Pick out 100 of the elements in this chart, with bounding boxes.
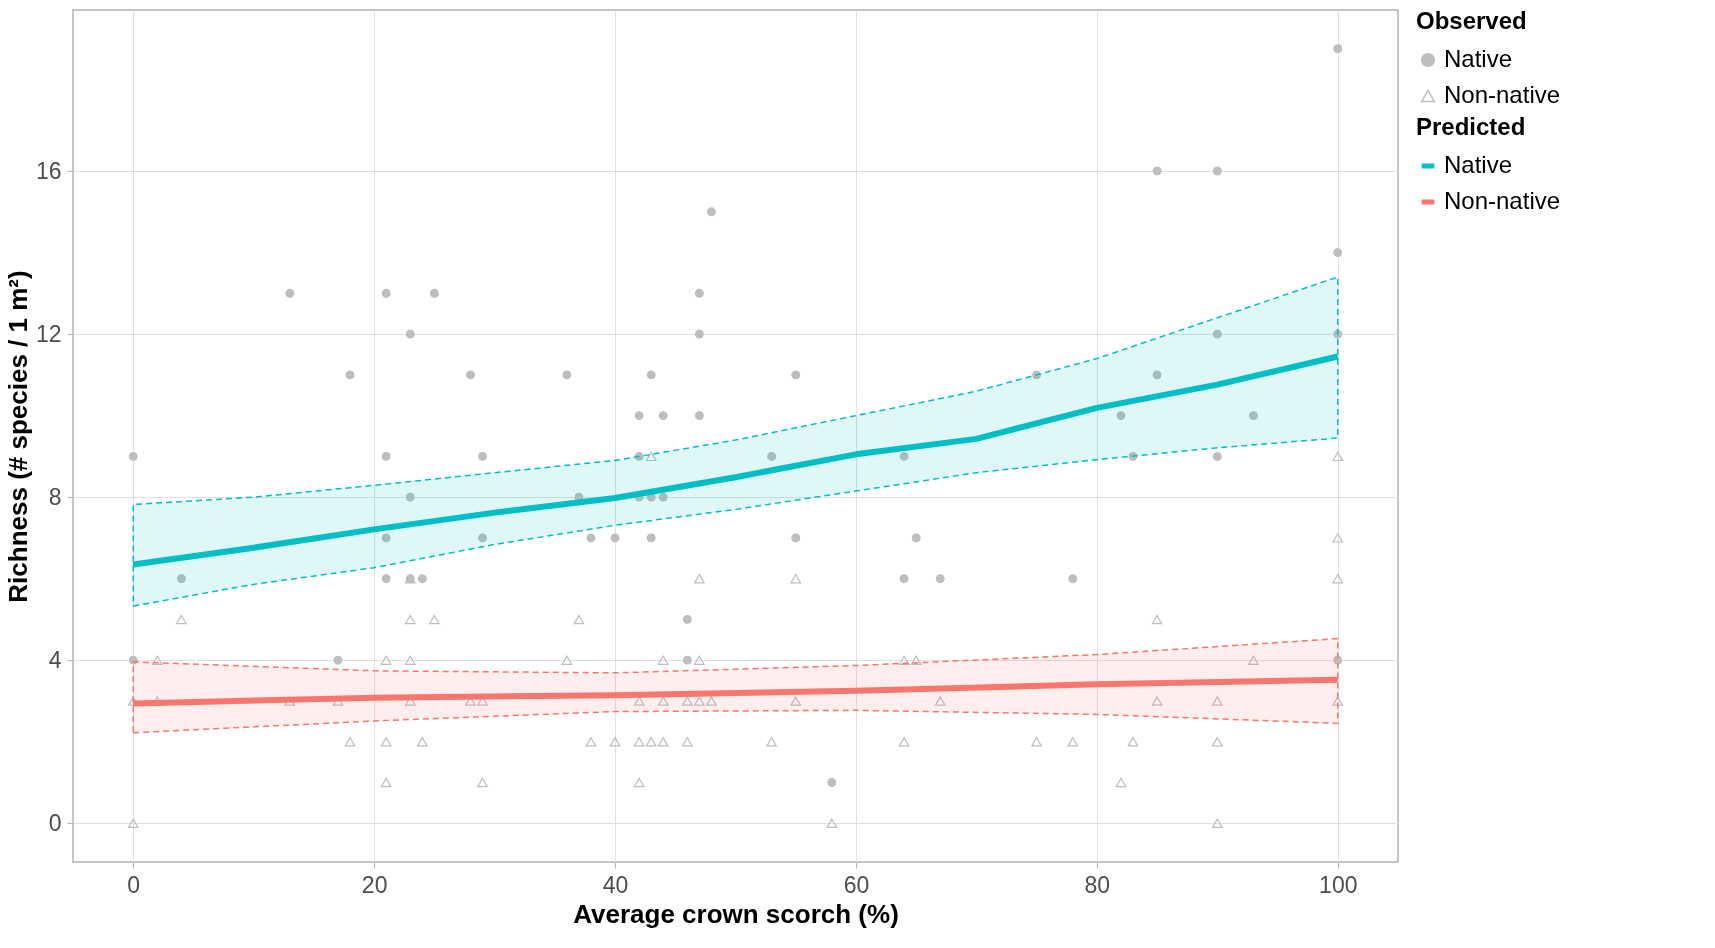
point	[1031, 737, 1042, 747]
point	[899, 574, 909, 584]
point	[790, 696, 802, 706]
point	[176, 574, 186, 584]
point	[767, 451, 777, 461]
point	[333, 655, 343, 665]
point	[633, 737, 645, 747]
point	[381, 533, 391, 543]
point	[826, 818, 838, 828]
point	[405, 492, 415, 502]
point	[645, 737, 657, 747]
y-axis-title: Richness (# species / 1 m²)	[2, 270, 33, 603]
point	[766, 737, 777, 747]
x-tick-label: 20	[361, 871, 388, 898]
point	[429, 288, 439, 298]
point	[694, 288, 704, 298]
point	[417, 574, 427, 584]
point	[478, 451, 488, 461]
point	[381, 288, 391, 298]
y-tick-label: 4	[48, 646, 62, 673]
point	[1211, 737, 1223, 747]
point	[657, 655, 669, 665]
point	[633, 777, 645, 788]
point	[935, 574, 945, 584]
point	[1333, 44, 1343, 54]
point	[1032, 370, 1042, 380]
point	[658, 492, 668, 502]
point	[1332, 533, 1344, 543]
point	[477, 777, 488, 788]
point	[934, 696, 946, 706]
y-tick-label: 12	[35, 320, 62, 347]
x-tick-label: 80	[1084, 871, 1111, 898]
point	[1152, 370, 1162, 380]
point	[681, 696, 693, 706]
point	[381, 451, 391, 461]
point	[1152, 166, 1162, 176]
text: Observed	[1416, 7, 1527, 34]
point	[1067, 737, 1079, 747]
point	[1151, 696, 1163, 706]
point	[898, 737, 910, 747]
text: Predicted	[1416, 113, 1526, 140]
point	[151, 655, 163, 665]
point	[1127, 737, 1139, 747]
point	[1211, 696, 1223, 706]
point	[791, 533, 801, 543]
point	[128, 451, 138, 461]
point	[694, 411, 704, 421]
point	[1116, 411, 1126, 421]
point	[1332, 451, 1344, 462]
x-tick-label: 100	[1319, 871, 1358, 898]
legend-label: Non-native	[1444, 187, 1561, 214]
point	[285, 288, 295, 298]
point	[405, 329, 415, 339]
point	[585, 737, 597, 747]
point	[682, 655, 692, 665]
point	[1212, 166, 1222, 176]
point	[380, 655, 392, 665]
point	[1151, 614, 1163, 625]
point	[1332, 696, 1344, 706]
point	[634, 411, 644, 421]
point	[657, 696, 669, 706]
point	[706, 696, 717, 706]
point	[1211, 818, 1223, 828]
point	[694, 329, 704, 339]
point	[634, 451, 644, 461]
point	[706, 207, 716, 217]
point	[610, 533, 620, 543]
point	[682, 614, 692, 624]
point	[344, 737, 356, 747]
point	[1248, 655, 1259, 665]
point	[827, 778, 837, 787]
point	[176, 614, 187, 625]
point	[646, 533, 656, 543]
point	[1212, 451, 1222, 461]
y-tick-label: 8	[48, 483, 62, 510]
point	[694, 655, 705, 665]
point	[791, 370, 801, 380]
point	[898, 655, 910, 665]
point	[645, 451, 657, 462]
point	[416, 737, 428, 747]
point	[478, 533, 488, 543]
point	[586, 533, 596, 543]
point	[790, 573, 802, 584]
point	[1115, 777, 1127, 788]
point	[694, 696, 705, 706]
point	[1128, 451, 1138, 461]
point	[657, 737, 669, 747]
point	[911, 533, 921, 543]
point	[466, 370, 475, 380]
legend-label: Native	[1444, 45, 1513, 72]
legend-label: Non-native	[1444, 81, 1561, 108]
point	[1068, 574, 1078, 584]
point	[380, 737, 392, 747]
point	[1212, 329, 1222, 339]
point	[658, 411, 668, 421]
point	[127, 818, 139, 828]
point	[404, 614, 416, 625]
point	[429, 614, 440, 625]
point	[562, 370, 572, 380]
point	[345, 370, 355, 380]
